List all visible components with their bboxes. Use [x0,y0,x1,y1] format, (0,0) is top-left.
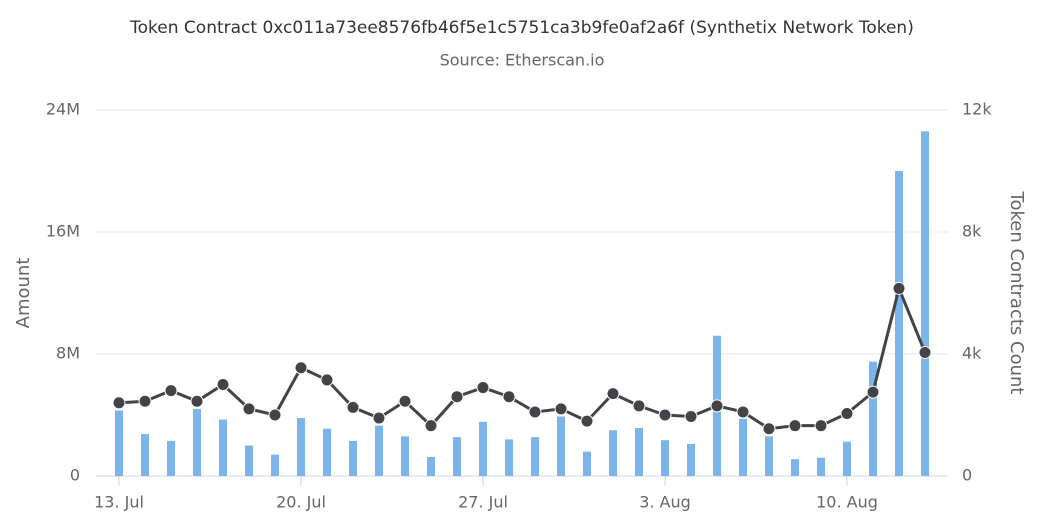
point [736,405,750,419]
point [580,414,594,428]
point [632,399,646,413]
bar [557,416,565,476]
bar [271,454,279,476]
y-tick-label: 24M [46,100,80,119]
y-tick-label: 0 [70,466,80,485]
point [398,394,412,408]
point [164,384,178,398]
bar [297,418,305,476]
point [320,373,334,387]
y2-tick-label: 12k [962,100,992,119]
point [788,419,802,433]
point [190,394,204,408]
bar [427,456,435,476]
bar [193,408,201,476]
point [658,408,672,422]
point [710,399,724,413]
point [372,411,386,425]
point [294,361,308,375]
bar [349,440,357,476]
bar [635,427,643,476]
point [840,406,854,420]
bar [401,436,409,476]
y2-axis-title: Token Contracts Count [1006,191,1027,395]
bar [375,425,383,476]
x-tick-label: 13. Jul [94,493,144,512]
point [814,419,828,433]
x-tick-label: 20. Jul [276,493,326,512]
x-tick-label: 10. Aug [816,493,878,512]
point [528,405,542,419]
bar [895,171,903,476]
bar [739,418,747,476]
y-tick-label: 8M [56,344,80,363]
point [502,390,516,404]
y2-tick-label: 0 [962,466,972,485]
bar [765,436,773,476]
bar [661,440,669,476]
y2-tick-label: 8k [962,222,982,241]
bar [817,457,825,476]
bar [453,437,461,476]
point [866,385,880,399]
bar [167,440,175,476]
y-axis-title: Amount [13,258,34,329]
point [892,281,906,295]
point [112,396,126,410]
bar [869,361,877,476]
x-tick-label: 3. Aug [639,493,691,512]
y2-tick-label: 4k [962,344,982,363]
point [684,410,698,424]
bar [245,445,253,476]
bar [687,443,695,476]
point [346,400,360,414]
bar [505,439,513,476]
point [918,345,932,359]
bar [791,459,799,476]
point [762,422,776,436]
point [554,402,568,416]
bar [609,430,617,476]
y-tick-label: 16M [46,222,80,241]
bar [583,451,591,476]
bar [115,410,123,476]
bar [921,131,929,476]
point [424,419,438,433]
bar [141,434,149,476]
point [138,394,152,408]
bar [843,441,851,476]
chart-title: Token Contract 0xc011a73ee8576fb46f5e1c5… [129,18,914,38]
point [476,381,490,395]
bar [219,419,227,476]
point [242,402,256,416]
point [216,378,230,391]
bar [479,421,487,476]
bar [531,437,539,476]
point [606,387,620,401]
line [118,283,927,431]
x-tick-label: 27. Jul [458,493,508,512]
point [268,408,282,422]
bar [323,428,331,476]
chart-subtitle: Source: Etherscan.io [440,51,605,70]
point [450,390,464,404]
